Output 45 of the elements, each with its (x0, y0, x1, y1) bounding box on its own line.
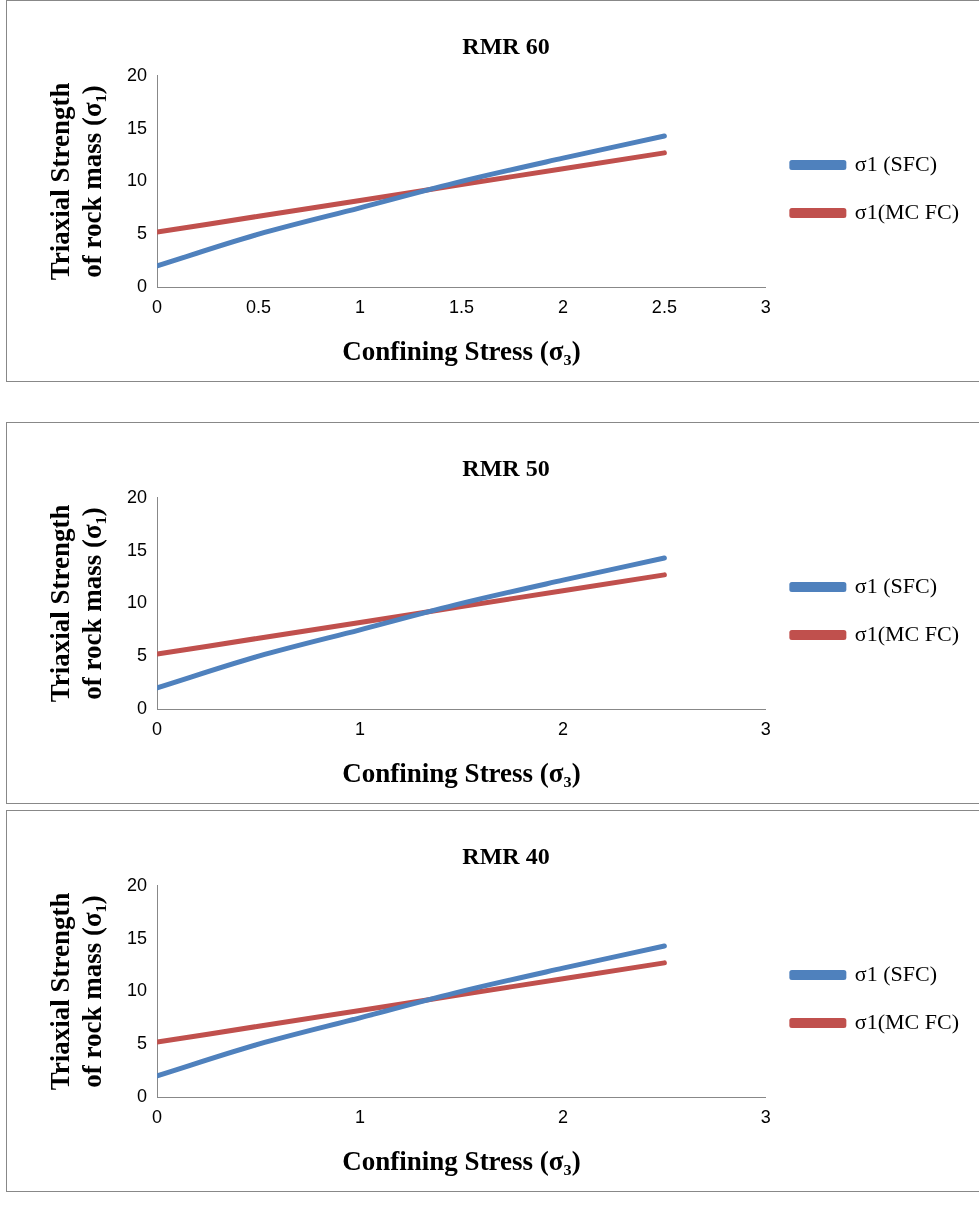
y-tick-label: 0 (137, 697, 148, 718)
x-axis-title: Confining Stress (σ₃) (342, 757, 581, 788)
y-tick-label: 20 (127, 874, 148, 895)
chart-title: RMR 50 (462, 454, 550, 481)
x-tick-label: 3 (760, 1106, 771, 1127)
x-axis-title: Confining Stress (σ₃) (342, 335, 581, 366)
x-tick-label: 2 (557, 718, 568, 739)
y-axis-title: Triaxial Strength of rock mass (σ₁) (45, 892, 107, 1091)
y-tick-label: 15 (127, 117, 148, 138)
x-tick-label: 0 (152, 296, 163, 317)
y-tick-label: 0 (137, 275, 148, 296)
x-tick-label: 2 (557, 296, 568, 317)
x-tick-label: 0 (152, 718, 163, 739)
y-tick-label: 5 (137, 223, 148, 244)
y-tick-label: 15 (127, 539, 148, 560)
y-tick-label: 5 (137, 1033, 148, 1054)
chart-title: RMR 40 (462, 842, 550, 869)
x-tick-label: 3 (760, 296, 771, 317)
x-tick-label: 2 (557, 1106, 568, 1127)
x-tick-label: 1 (355, 718, 366, 739)
x-tick-label: 2.5 (651, 296, 677, 317)
legend-label: σ1(MC FC) (854, 1008, 959, 1034)
legend-label: σ1(MC FC) (854, 620, 959, 646)
x-tick-label: 0 (152, 1106, 163, 1127)
chart-title: RMR 60 (462, 32, 550, 59)
legend-label: σ1 (SFC) (854, 572, 937, 598)
legend-label: σ1 (SFC) (854, 960, 937, 986)
y-tick-label: 10 (127, 592, 148, 613)
y-tick-label: 20 (127, 64, 148, 85)
x-tick-label: 1 (355, 296, 366, 317)
y-axis-title: Triaxial Strength of rock mass (σ₁) (45, 82, 107, 281)
legend-label: σ1 (SFC) (854, 150, 937, 176)
legend-label: σ1(MC FC) (854, 198, 959, 224)
x-axis-title: Confining Stress (σ₃) (342, 1145, 581, 1176)
x-tick-label: 0.5 (246, 296, 272, 317)
y-tick-label: 0 (137, 1085, 148, 1106)
y-axis-title: Triaxial Strength of rock mass (σ₁) (45, 504, 107, 703)
y-tick-label: 10 (127, 980, 148, 1001)
y-tick-label: 15 (127, 927, 148, 948)
y-tick-label: 20 (127, 486, 148, 507)
x-tick-label: 3 (760, 718, 771, 739)
x-tick-label: 1 (355, 1106, 366, 1127)
y-tick-label: 10 (127, 170, 148, 191)
x-tick-label: 1.5 (448, 296, 474, 317)
y-tick-label: 5 (137, 645, 148, 666)
